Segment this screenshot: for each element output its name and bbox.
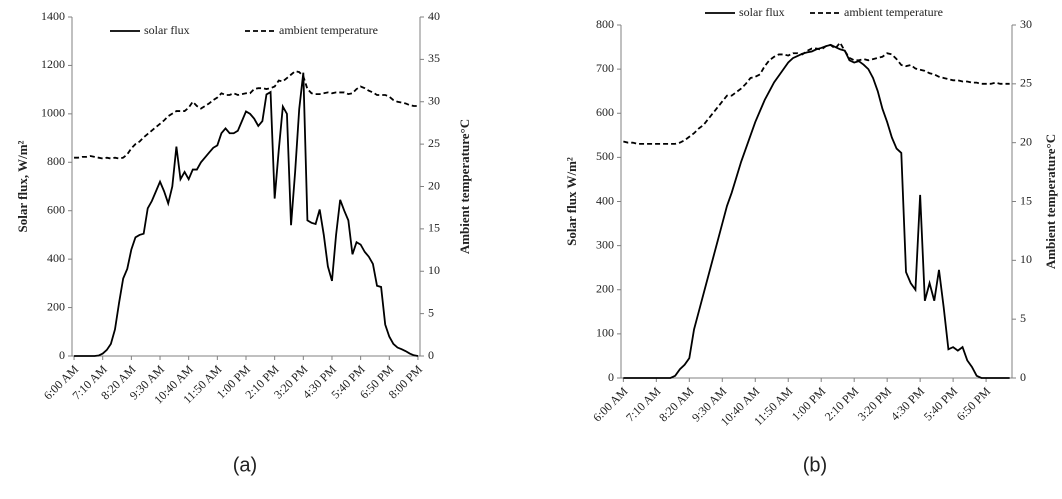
legend-label: solar flux <box>739 5 785 19</box>
y-tick-label: 400 <box>596 193 614 207</box>
caption: (b) <box>803 454 827 476</box>
y2-tick-label: 0 <box>1020 370 1026 384</box>
y-tick-label: 0 <box>608 370 614 384</box>
y2-tick-label: 25 <box>428 136 440 150</box>
series-line <box>623 41 1010 145</box>
y2-tick-label: 35 <box>428 51 440 65</box>
y-axis-label: Solar flux, W/m² <box>15 140 30 232</box>
x-tick-label: 7:10 AM <box>623 384 664 425</box>
x-tick-label: 6:50 PM <box>954 384 994 424</box>
y-axis-label: Solar flux W/m² <box>564 157 579 246</box>
y2-axis-label: Ambient temperature°C <box>1043 134 1058 269</box>
y2-tick-label: 5 <box>428 305 434 319</box>
x-tick-label: 3:20 PM <box>855 384 895 424</box>
y-tick-label: 200 <box>47 299 65 313</box>
y-tick-label: 1200 <box>41 57 65 71</box>
y2-tick-label: 30 <box>1020 17 1032 31</box>
legend-label: solar flux <box>144 23 190 37</box>
y2-tick-label: 25 <box>1020 76 1032 90</box>
x-tick-label: 1:00 PM <box>789 384 829 424</box>
series-line <box>74 72 419 357</box>
y2-tick-label: 20 <box>1020 134 1032 148</box>
y2-tick-label: 30 <box>428 94 440 108</box>
legend-label: ambient temperature <box>844 5 943 19</box>
y-tick-label: 500 <box>596 149 614 163</box>
y2-tick-label: 15 <box>428 221 440 235</box>
series-line <box>623 43 1010 379</box>
y2-tick-label: 0 <box>428 348 434 362</box>
y-tick-label: 1400 <box>41 9 65 23</box>
y2-tick-label: 10 <box>1020 252 1032 266</box>
y-tick-label: 300 <box>596 237 614 251</box>
legend-label: ambient temperature <box>279 23 378 37</box>
y2-tick-label: 15 <box>1020 193 1032 207</box>
y-tick-label: 400 <box>47 251 65 265</box>
x-tick-label: 8:20 AM <box>656 384 697 425</box>
series-line <box>74 70 418 160</box>
y2-tick-label: 40 <box>428 9 440 23</box>
y-tick-label: 600 <box>47 202 65 216</box>
y-tick-label: 800 <box>47 154 65 168</box>
x-tick-label: 6:00 AM <box>590 384 631 425</box>
y2-axis-label: Ambient temperature°C <box>457 119 472 254</box>
y-tick-label: 600 <box>596 105 614 119</box>
y-tick-label: 1000 <box>41 106 65 120</box>
caption: (a) <box>233 454 257 476</box>
y2-tick-label: 20 <box>428 178 440 192</box>
y-tick-label: 200 <box>596 282 614 296</box>
y-tick-label: 100 <box>596 326 614 340</box>
y-tick-label: 800 <box>596 17 614 31</box>
x-tick-label: 2:10 PM <box>822 384 862 424</box>
y-tick-label: 0 <box>59 348 65 362</box>
y2-tick-label: 10 <box>428 263 440 277</box>
y2-tick-label: 5 <box>1020 311 1026 325</box>
y-tick-label: 700 <box>596 61 614 75</box>
x-tick-label: 4:30 PM <box>888 384 928 424</box>
x-tick-label: 5:40 PM <box>921 384 961 424</box>
